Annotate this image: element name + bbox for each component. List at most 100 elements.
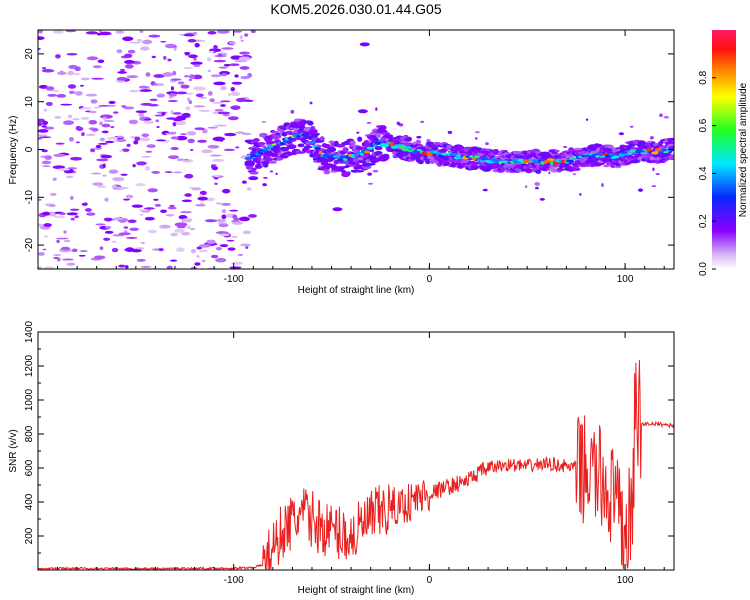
spectrogram-noise-cell <box>38 223 44 227</box>
spectrogram-noise-cell <box>60 103 73 106</box>
spectrogram-noise-cell <box>61 258 74 261</box>
spectrogram-noise-cell <box>42 165 51 167</box>
spectrogram-halo <box>264 156 273 163</box>
spectrogram-speck <box>485 142 489 146</box>
spectrogram-x-tick-label: 0 <box>427 274 433 285</box>
spectrogram-noise-cell <box>222 113 230 117</box>
spectrogram-noise-cell <box>105 197 109 202</box>
spectrogram-noise-cell <box>230 86 235 92</box>
colorbar-gradient <box>712 30 736 269</box>
spectrogram-halo <box>374 145 383 151</box>
spectrogram-noise-cell <box>136 161 147 166</box>
spectrogram-noise-cell <box>96 33 102 36</box>
spectrogram-noise-cell <box>92 65 102 69</box>
snr-y-tick-label: 1400 <box>24 320 35 343</box>
spectrogram-ridge-cell <box>303 133 311 137</box>
spectrogram-noise-cell <box>164 171 173 173</box>
spectrogram-noise-cell <box>117 71 128 74</box>
spectrogram-noise-cell <box>93 106 102 109</box>
spectrogram-noise-cell <box>80 77 90 81</box>
spectrogram-noise-cell <box>131 204 144 208</box>
spectrogram-noise-cell <box>184 158 189 161</box>
spectrogram-noise-cell <box>126 143 131 147</box>
spectrogram-noise-cell <box>241 180 247 184</box>
spectrogram-speck <box>261 121 267 123</box>
spectrogram-noise-cell <box>140 46 150 51</box>
spectrogram-noise-cell <box>194 42 200 48</box>
spectrogram-ridge-cell <box>451 152 459 156</box>
spectrogram-noise-cell <box>212 101 224 104</box>
spectrogram-halo <box>355 146 364 151</box>
spectrogram-noise-cell <box>207 57 212 62</box>
spectrogram-noise-cell <box>218 53 223 57</box>
spectrogram-noise-cell <box>80 116 90 120</box>
spectrogram-noise-cell <box>52 215 65 219</box>
spectrogram-ridge-cell <box>479 160 485 163</box>
spectrogram-noise-cell <box>229 63 240 67</box>
spectrogram-noise-cell <box>156 125 160 128</box>
spectrogram-noise-cell <box>47 93 57 97</box>
spectrogram-noise-cell <box>81 202 88 206</box>
spectrogram-noise-cell <box>217 111 231 115</box>
spectrogram-halo <box>619 144 627 148</box>
spectrogram-speck <box>548 171 551 175</box>
spectrogram-noise-cell <box>53 153 66 157</box>
spectrogram-halo <box>271 130 279 134</box>
spectrogram-noise-cell <box>65 175 74 179</box>
spectrogram-noise-cell <box>180 84 190 89</box>
spectrogram-ridge-cell <box>257 151 264 155</box>
spectrogram-noise-cell <box>116 76 128 81</box>
spectrogram-noise-cell <box>224 132 237 137</box>
spectrogram-noise-cell <box>38 36 45 41</box>
spectrogram-noise-cell <box>193 105 206 108</box>
spectrogram-speck <box>275 172 278 176</box>
spectrogram-noise-cell <box>227 116 239 121</box>
spectrogram-noise-cell <box>221 214 227 220</box>
spectrogram-noise-cell <box>96 158 109 162</box>
spectrogram-speck <box>651 185 657 188</box>
spectrogram-noise-cell <box>98 31 112 36</box>
spectrogram-noise-cell <box>198 244 212 248</box>
spectrogram-noise-cell <box>168 131 177 135</box>
spectrogram-speck <box>366 121 372 124</box>
spectrogram-noise-cell <box>154 203 162 207</box>
spectrogram-noise-cell <box>190 227 196 231</box>
spectrogram-ridge-cell <box>638 149 644 152</box>
spectrogram-noise-cell <box>98 30 103 33</box>
spectrogram-noise-cell <box>127 219 137 224</box>
spectrogram-cells <box>38 30 674 269</box>
spectrogram-side-lobe <box>359 42 370 47</box>
spectrogram-noise-cell <box>188 74 196 80</box>
spectrogram-noise-cell <box>95 223 106 226</box>
snr-panel: -100 0 100 200 400 600 800 1000 1200 1400 Height … <box>8 320 675 596</box>
spectrogram-noise-cell <box>154 114 165 117</box>
spectrogram-x-tick-label: 100 <box>617 274 634 285</box>
spectrogram-speck <box>663 115 670 119</box>
spectrogram-noise-cell <box>42 66 47 70</box>
spectrogram-halo <box>279 146 290 152</box>
spectrogram-noise-cell <box>232 30 243 33</box>
spectrogram-noise-cell <box>165 214 175 217</box>
spectrogram-noise-cell <box>178 214 188 220</box>
spectrogram-noise-cell <box>66 262 76 266</box>
spectrogram-noise-cell <box>159 224 171 229</box>
spectrogram-halo <box>283 122 291 126</box>
spectrogram-noise-cell <box>207 91 213 96</box>
spectrogram-noise-cell <box>72 72 81 75</box>
spectrogram-noise-cell <box>112 177 125 182</box>
spectrogram-noise-cell <box>217 30 230 34</box>
spectrogram-halo <box>667 154 674 160</box>
spectrogram-noise-cell <box>60 246 71 251</box>
spectrogram-noise-cell <box>194 203 206 207</box>
spectrogram-noise-cell <box>153 198 159 201</box>
spectrogram-noise-cell <box>226 239 235 242</box>
spectrogram-noise-cell <box>179 33 185 36</box>
spectrogram-noise-cell <box>53 256 60 260</box>
spectrogram-noise-cell <box>52 165 65 170</box>
spectrogram-noise-cell <box>231 81 243 85</box>
spectrogram-x-label: Height of straight line (km) <box>298 285 415 296</box>
spectrogram-speck <box>290 109 295 114</box>
spectrogram-noise-cell <box>126 75 139 79</box>
spectrogram-noise-cell <box>188 54 198 59</box>
spectrogram-noise-cell <box>138 85 149 89</box>
